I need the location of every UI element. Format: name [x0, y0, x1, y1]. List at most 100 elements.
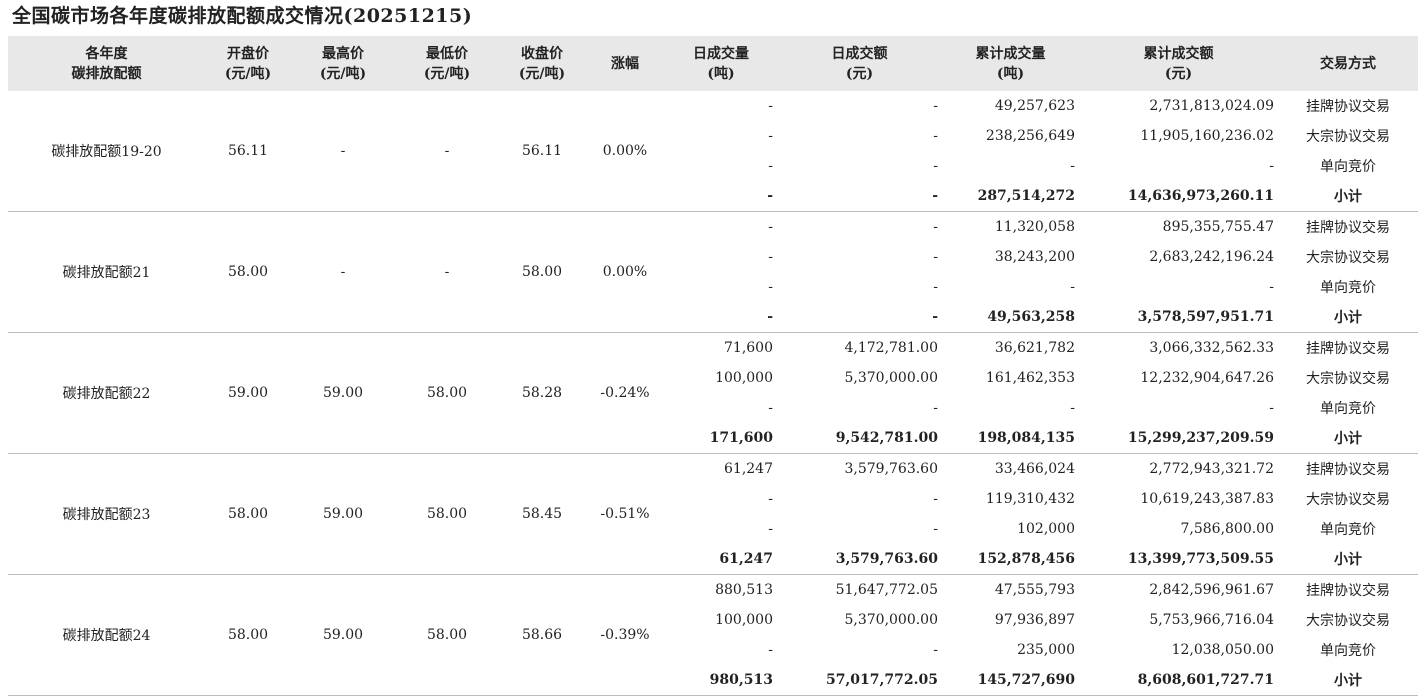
table-row: - - - - 单向竞价: [8, 393, 1418, 423]
cumulative-volume-cell: 49,563,258: [942, 302, 1079, 333]
column-header-line2: (元/吨): [319, 65, 367, 82]
day-volume-cell: -: [768, 219, 773, 235]
cumulative-volume-cell: 235,000: [1017, 642, 1075, 658]
trade-mode-cell: 单向竞价: [1320, 522, 1376, 538]
cumulative-amount-cell: 7,586,800.00: [1180, 521, 1274, 537]
trade-mode-cell: 大宗协议交易: [1306, 613, 1390, 629]
cumulative-amount-cell: 15,299,237,209.59: [1079, 423, 1278, 454]
column-header-line2: (吨): [996, 65, 1025, 82]
day-volume-cell: -: [665, 181, 777, 212]
trade-mode-cell: 小计: [1278, 665, 1418, 696]
day-amount-cell: -: [933, 249, 938, 265]
table-row: 碳排放配额24 58.00 59.00 58.00 58.66 -0.39% 880,513…: [8, 574, 1418, 696]
day-amount-cell: 4,172,781.00: [844, 340, 938, 356]
quota-name-cell: 碳排放配额22: [8, 332, 205, 454]
day-volume-cell: -: [768, 249, 773, 265]
column-header: 日成交额 (元): [777, 36, 942, 91]
cumulative-volume-cell: 102,000: [1017, 521, 1075, 537]
day-amount-cell: -: [933, 642, 938, 658]
cumulative-volume-cell: 47,555,793: [994, 582, 1075, 598]
trade-mode-cell: 小计: [1278, 302, 1418, 333]
high-price-cell: 59.00: [291, 332, 395, 454]
cumulative-amount-cell: -: [1269, 279, 1274, 295]
column-header-line2: (元): [1164, 65, 1193, 82]
cumulative-volume-cell: 33,466,024: [994, 461, 1075, 477]
column-header-line2: (元/吨): [518, 65, 566, 82]
column-header-line1: 累计成交量: [975, 45, 1046, 62]
day-volume-cell: 980,513: [665, 665, 777, 696]
close-price-cell: 56.11: [499, 91, 585, 212]
cumulative-volume-cell: 11,320,058: [994, 219, 1075, 235]
high-price-cell: -: [291, 91, 395, 212]
day-amount-cell: -: [933, 98, 938, 114]
close-price-cell: 58.66: [499, 574, 585, 696]
day-volume-cell: -: [768, 279, 773, 295]
open-price-cell: 56.11: [205, 91, 291, 212]
table-row: - - 119,310,432 10,619,243,387.83 大宗协议交易: [8, 484, 1418, 514]
day-amount-cell: 57,017,772.05: [777, 665, 942, 696]
day-amount-cell: -: [933, 491, 938, 507]
change-cell: 0.00%: [585, 211, 665, 333]
trade-mode-cell: 小计: [1278, 544, 1418, 575]
table-row: 980,513 57,017,772.05 145,727,690 8,608,601…: [8, 665, 1418, 696]
quota-name-cell: 碳排放配额24: [8, 574, 205, 696]
cumulative-volume-cell: 287,514,272: [942, 181, 1079, 212]
trade-mode-cell: 大宗协议交易: [1306, 492, 1390, 508]
day-volume-cell: -: [768, 158, 773, 174]
column-header-line1: 日成交额: [831, 45, 888, 62]
trade-mode-cell: 挂牌协议交易: [1306, 99, 1390, 115]
day-amount-cell: 3,579,763.60: [777, 544, 942, 575]
change-cell: -0.24%: [585, 332, 665, 454]
column-header: 交易方式: [1278, 36, 1418, 91]
trade-mode-cell: 单向竞价: [1320, 643, 1376, 659]
table-row: - - - - 单向竞价: [8, 151, 1418, 181]
high-price-cell: -: [291, 211, 395, 333]
day-volume-cell: -: [665, 302, 777, 333]
table-row: 碳排放配额22 59.00 59.00 58.00 58.28 -0.24% 71,600 4…: [8, 332, 1418, 454]
cumulative-volume-cell: 161,462,353: [985, 370, 1075, 386]
close-price-cell: 58.45: [499, 453, 585, 575]
cumulative-amount-cell: 12,232,904,647.26: [1140, 370, 1274, 386]
column-header-line1: 收盘价: [521, 45, 563, 62]
quota-name-cell: 碳排放配额23: [8, 453, 205, 575]
carbon-quota-table: 各年度 碳排放配额 开盘价 (元/吨) 最高价 (元/吨) 最低价 (元/吨) 收盘价 (元/吨)…: [8, 36, 1418, 696]
column-header: 各年度 碳排放配额: [8, 36, 205, 91]
day-amount-cell: -: [933, 279, 938, 295]
change-cell: 0.00%: [585, 91, 665, 212]
table-row: - - 102,000 7,586,800.00 单向竞价: [8, 514, 1418, 544]
day-amount-cell: 5,370,000.00: [844, 612, 938, 628]
trade-mode-cell: 挂牌协议交易: [1306, 462, 1390, 478]
cumulative-volume-cell: -: [1070, 400, 1075, 416]
high-price-cell: 59.00: [291, 453, 395, 575]
day-amount-cell: 51,647,772.05: [835, 582, 938, 598]
day-amount-cell: -: [933, 128, 938, 144]
table-body: 碳排放配额19-20 56.11- -56.11 0.00% - -49,257,623 2…: [8, 91, 1418, 696]
cumulative-amount-cell: 2,772,943,321.72: [1149, 461, 1274, 477]
cumulative-volume-cell: -: [1070, 279, 1075, 295]
day-volume-cell: -: [768, 128, 773, 144]
column-header: 日成交量 (吨): [665, 36, 777, 91]
column-header-line2: (元): [845, 65, 874, 82]
trade-mode-cell: 挂牌协议交易: [1306, 220, 1390, 236]
open-price-cell: 58.00: [205, 453, 291, 575]
cumulative-amount-cell: 2,731,813,024.09: [1149, 98, 1274, 114]
table-row: 100,000 5,370,000.00 161,462,353 12,232,904…: [8, 363, 1418, 393]
low-price-cell: 58.00: [395, 574, 499, 696]
trade-mode-cell: 单向竞价: [1320, 280, 1376, 296]
trade-mode-cell: 小计: [1278, 423, 1418, 454]
table-row: - - 38,243,200 2,683,242,196.24 大宗协议交易: [8, 242, 1418, 272]
cumulative-amount-cell: -: [1269, 158, 1274, 174]
cumulative-amount-cell: 10,619,243,387.83: [1140, 491, 1274, 507]
day-volume-cell: 171,600: [665, 423, 777, 454]
column-header: 收盘价 (元/吨): [499, 36, 585, 91]
cumulative-volume-cell: 38,243,200: [994, 249, 1075, 265]
column-header-line2: (元/吨): [224, 65, 272, 82]
day-volume-cell: -: [768, 400, 773, 416]
cumulative-amount-cell: 2,842,596,961.67: [1149, 582, 1274, 598]
column-header-line1: 交易方式: [1320, 55, 1376, 72]
open-price-cell: 59.00: [205, 332, 291, 454]
column-header: 最高价 (元/吨): [291, 36, 395, 91]
trade-mode-cell: 单向竞价: [1320, 401, 1376, 417]
day-volume-cell: -: [768, 98, 773, 114]
trade-mode-cell: 单向竞价: [1320, 159, 1376, 175]
